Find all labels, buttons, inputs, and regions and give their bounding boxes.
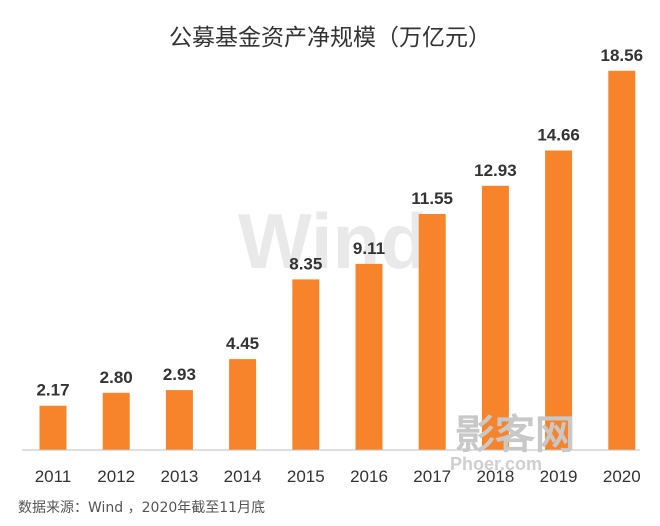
bar-2013 — [165, 390, 193, 450]
x-tick-2014: 2014 — [224, 467, 262, 486]
x-tick-2011: 2011 — [35, 467, 72, 486]
source-note: 数据来源：Wind ，2020年截至11月底 — [18, 500, 265, 516]
value-label-2019: 14.66 — [537, 126, 580, 145]
x-tick-2017: 2017 — [413, 467, 451, 486]
watermark-site-cn: 影客网 — [455, 412, 575, 458]
value-label-2015: 8.35 — [289, 254, 322, 273]
value-label-2013: 2.93 — [163, 365, 196, 384]
value-label-2016: 9.11 — [353, 239, 385, 258]
bar-2014 — [229, 359, 257, 450]
watermark-wind: Wind — [238, 197, 428, 285]
bar-2017 — [418, 214, 446, 450]
value-label-2020: 18.56 — [601, 46, 644, 65]
bar-2011 — [39, 405, 67, 450]
x-tick-2020: 2020 — [603, 467, 641, 486]
value-label-2014: 4.45 — [226, 334, 259, 353]
bar-2020 — [608, 70, 636, 451]
x-tick-2016: 2016 — [350, 467, 388, 486]
x-tick-2013: 2013 — [160, 467, 198, 486]
bar-2012 — [102, 392, 130, 450]
value-label-2017: 11.55 — [411, 189, 453, 208]
value-label-group: 2.17 2.80 2.93 4.45 8.35 9.11 11.55 12.93 14.66 1… — [36, 46, 643, 400]
x-tick-2015: 2015 — [287, 467, 325, 486]
x-tick-2019: 2019 — [540, 467, 578, 486]
bar-2015 — [292, 279, 320, 450]
x-tick-group: 2011 2012 2013 2014 2015 2016 2017 2018 2019 2020 — [35, 467, 641, 486]
x-tick-2018: 2018 — [476, 467, 514, 486]
watermark-site-url: Phoer.com — [450, 454, 542, 474]
chart-title: 公募基金资产净规模（万亿元） — [169, 25, 491, 51]
bar-2019 — [545, 150, 573, 450]
bar-2016 — [355, 263, 383, 450]
value-label-2011: 2.17 — [36, 381, 69, 400]
bar-group — [39, 70, 636, 451]
value-label-2012: 2.80 — [100, 368, 133, 387]
bar-2018 — [481, 185, 509, 451]
value-label-2018: 12.93 — [474, 161, 517, 180]
x-tick-2012: 2012 — [97, 467, 135, 486]
